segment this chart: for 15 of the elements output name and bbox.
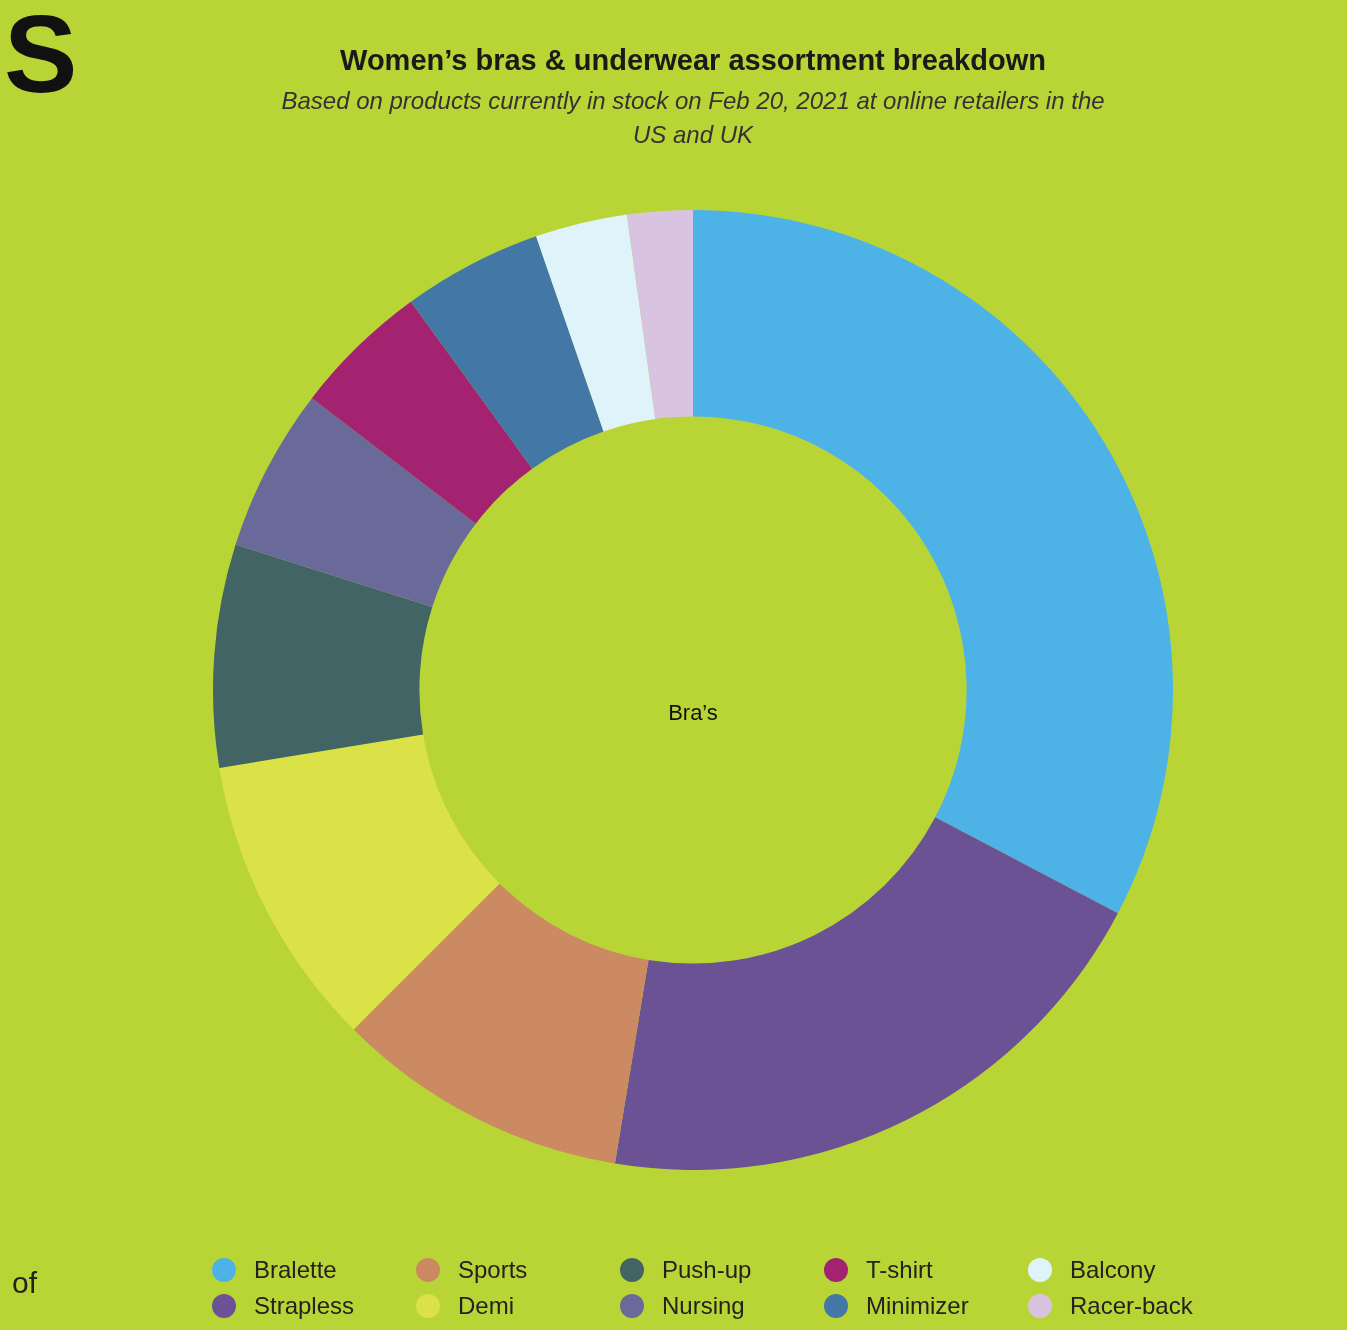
text: of bbox=[12, 1266, 38, 1300]
legend-label: Demi bbox=[458, 1292, 515, 1320]
legend-label: Push-up bbox=[662, 1256, 752, 1284]
legend-label: Sports bbox=[458, 1256, 528, 1284]
text: Bra’s bbox=[667, 700, 719, 726]
legend-label: Racer-back bbox=[1070, 1292, 1193, 1320]
chart-subtitle: Based on products currently in stock on Feb 20, 2021 at online retailers in the US and UK bbox=[280, 86, 1106, 150]
text: S bbox=[4, 0, 78, 115]
legend-label: Bralette bbox=[254, 1256, 337, 1284]
chart-title: Women’s bras & underwear assortment breakdown bbox=[339, 44, 1047, 77]
legend-label: T-shirt bbox=[866, 1256, 933, 1284]
legend-label: Balcony bbox=[1070, 1256, 1156, 1284]
legend-label: Strapless bbox=[254, 1292, 355, 1320]
legend-label: Minimizer bbox=[866, 1292, 969, 1320]
legend-label: Nursing bbox=[662, 1292, 745, 1320]
